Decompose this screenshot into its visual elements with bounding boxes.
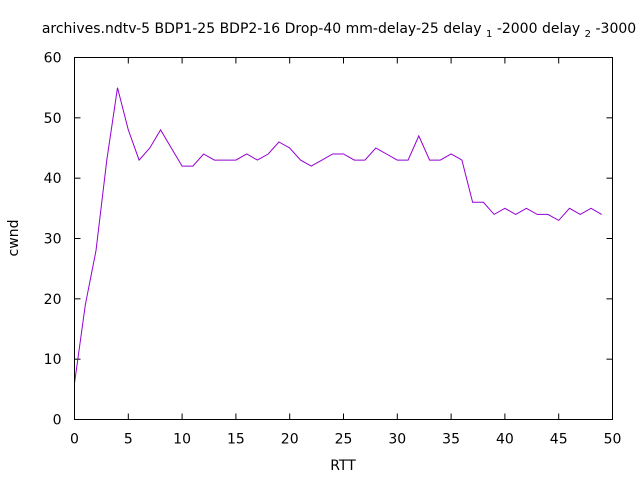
y-tick-label: 60	[44, 51, 62, 67]
chart-title-end: -3000	[595, 21, 636, 37]
y-tick-label: 40	[44, 171, 62, 187]
y-tick-label: 0	[53, 413, 62, 429]
x-tick-label: 15	[227, 432, 245, 448]
chart-title-subscript-2: 2	[585, 29, 591, 40]
chart-title-subscript-1: 1	[486, 29, 492, 40]
x-tick-label: 20	[281, 432, 299, 448]
y-tick-label: 50	[44, 111, 62, 127]
x-tick-label: 0	[70, 432, 79, 448]
x-tick-label: 30	[388, 432, 406, 448]
x-axis-ticks: 0 5 10 15 20 25 30 35 40 45 50	[70, 57, 622, 448]
x-tick-label: 10	[173, 432, 191, 448]
x-tick-label: 35	[442, 432, 460, 448]
y-tick-label: 10	[44, 352, 62, 368]
y-tick-label: 30	[44, 232, 62, 248]
x-tick-label: 40	[496, 432, 514, 448]
x-tick-label: 5	[124, 432, 133, 448]
y-axis-ticks: 0 10 20 30 40 50 60	[44, 51, 613, 429]
series-layer	[74, 87, 602, 384]
plot-frame	[74, 57, 613, 420]
y-tick-label: 20	[44, 292, 62, 308]
x-tick-label: 50	[604, 432, 622, 448]
x-tick-label: 25	[335, 432, 353, 448]
x-axis-label: RTT	[330, 458, 356, 474]
chart-title-mid: -2000 delay	[497, 21, 580, 37]
chart-title-main: archives.ndtv-5 BDP1-25 BDP2-16 Drop-40 …	[42, 21, 482, 37]
cwnd-series-line	[74, 87, 602, 384]
y-axis-label: cwnd	[6, 220, 22, 257]
x-tick-label: 45	[550, 432, 568, 448]
chart-title: archives.ndtv-5 BDP1-25 BDP2-16 Drop-40 …	[42, 21, 636, 41]
